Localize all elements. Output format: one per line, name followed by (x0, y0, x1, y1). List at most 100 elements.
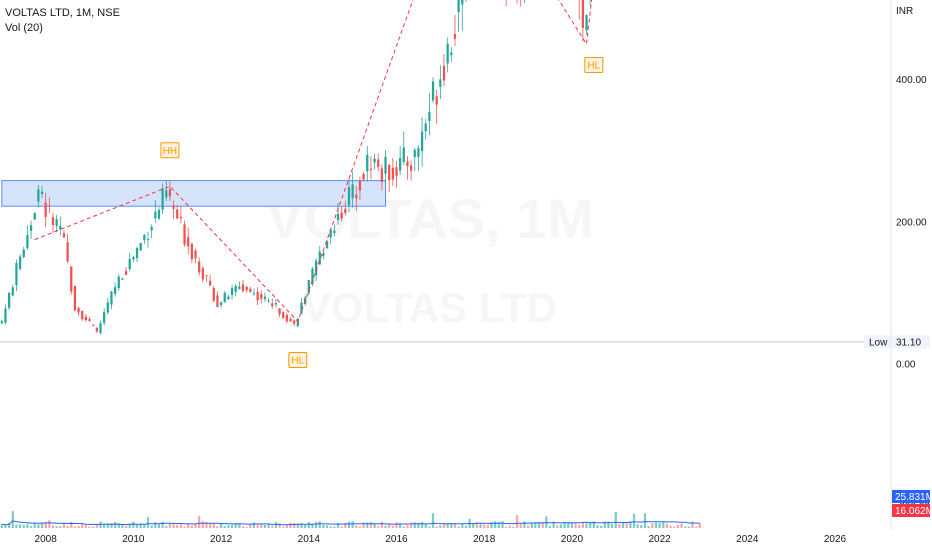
candle-body (252, 293, 256, 295)
time-tick-label: 2012 (210, 534, 233, 545)
candle (88, 316, 91, 322)
volume-bar (44, 521, 47, 528)
candle (516, 0, 518, 4)
candle (260, 290, 263, 304)
volume-bar (680, 523, 683, 528)
candle (355, 186, 358, 212)
candle-body (92, 324, 95, 326)
candle (351, 171, 354, 208)
candle (117, 274, 120, 291)
volume-bar (362, 522, 365, 528)
candle-body (55, 219, 58, 226)
volume-bar (77, 525, 80, 528)
candle (347, 177, 351, 213)
candle (293, 319, 296, 327)
candle (190, 242, 193, 264)
volume-bar (293, 522, 296, 528)
time-tick-label: 2010 (122, 534, 145, 545)
volume-bar (26, 524, 29, 528)
candle (128, 252, 131, 272)
candle (589, 0, 591, 6)
candle-body (216, 295, 219, 308)
candle-body (402, 147, 405, 163)
candle-body (183, 224, 186, 245)
swing-label-box (288, 351, 308, 368)
candle-body (234, 285, 237, 292)
candle-body (585, 14, 588, 31)
volume-bar (534, 522, 537, 528)
volume-bar (358, 526, 362, 528)
candle (124, 267, 128, 276)
volume-indicator-label: Vol (20) (5, 22, 43, 34)
volume-bar (88, 526, 91, 528)
volume-bar (373, 523, 376, 528)
candle-body (249, 288, 252, 293)
candle-body (384, 156, 387, 174)
candle (187, 227, 190, 255)
volume-bar (402, 526, 405, 528)
candle (358, 176, 362, 200)
candle-body (205, 275, 208, 277)
volume-bar (325, 525, 329, 528)
candle (179, 206, 183, 224)
candle-body (314, 260, 318, 276)
candle-body (377, 159, 380, 167)
swing-label-text: HL (587, 60, 600, 71)
volume-bar (194, 524, 197, 528)
candle (132, 255, 135, 263)
candle-body (391, 167, 394, 180)
candle (51, 212, 55, 233)
volume-bar (73, 526, 77, 528)
candle (198, 257, 201, 276)
candle-body (103, 312, 106, 323)
volume-bar (351, 521, 354, 528)
volume-bar (212, 523, 215, 528)
candle-body (380, 168, 384, 182)
volume-bar (267, 523, 270, 528)
volume-bar (176, 524, 179, 528)
candle-body (113, 287, 117, 294)
volume-bar (179, 524, 183, 528)
candle (505, 0, 507, 7)
candle (62, 230, 66, 238)
candle (380, 164, 384, 191)
candle-body (121, 278, 124, 280)
candle-body (300, 302, 303, 314)
candle-body (33, 213, 36, 220)
volume-bar (92, 526, 95, 528)
candle (245, 286, 248, 293)
volume-bar (589, 522, 592, 528)
volume-bar (245, 526, 248, 528)
candle (278, 308, 281, 318)
candle-body (366, 154, 369, 172)
volume-last-tag-value: 16.062M (895, 506, 932, 517)
volume-bar (150, 525, 153, 528)
candle-body (373, 158, 376, 163)
volume-bar (424, 524, 427, 528)
candle-body (442, 65, 446, 81)
volume-bar (62, 522, 66, 528)
volume-bar (249, 524, 252, 528)
volume-bar (658, 522, 661, 528)
candle-body (22, 249, 25, 258)
candle (234, 284, 237, 297)
volume-bar (475, 522, 479, 528)
swing-label-hh: HH (160, 142, 180, 159)
volume-ma-tag-value: 25.831M (895, 492, 932, 503)
candle-body (307, 280, 310, 294)
candle (373, 153, 376, 170)
candle-body (223, 292, 226, 303)
volume-bar (48, 520, 51, 528)
candle (103, 308, 106, 326)
candle-body (124, 270, 128, 275)
candle-body (44, 202, 47, 217)
candle (578, 0, 580, 20)
candle (26, 225, 29, 251)
volume-bar (81, 524, 84, 528)
swing-label-text: HL (291, 355, 304, 366)
volume-bar (234, 523, 237, 528)
volume-bar (464, 525, 468, 528)
volume-bar (486, 524, 489, 528)
candle-body (413, 150, 416, 158)
